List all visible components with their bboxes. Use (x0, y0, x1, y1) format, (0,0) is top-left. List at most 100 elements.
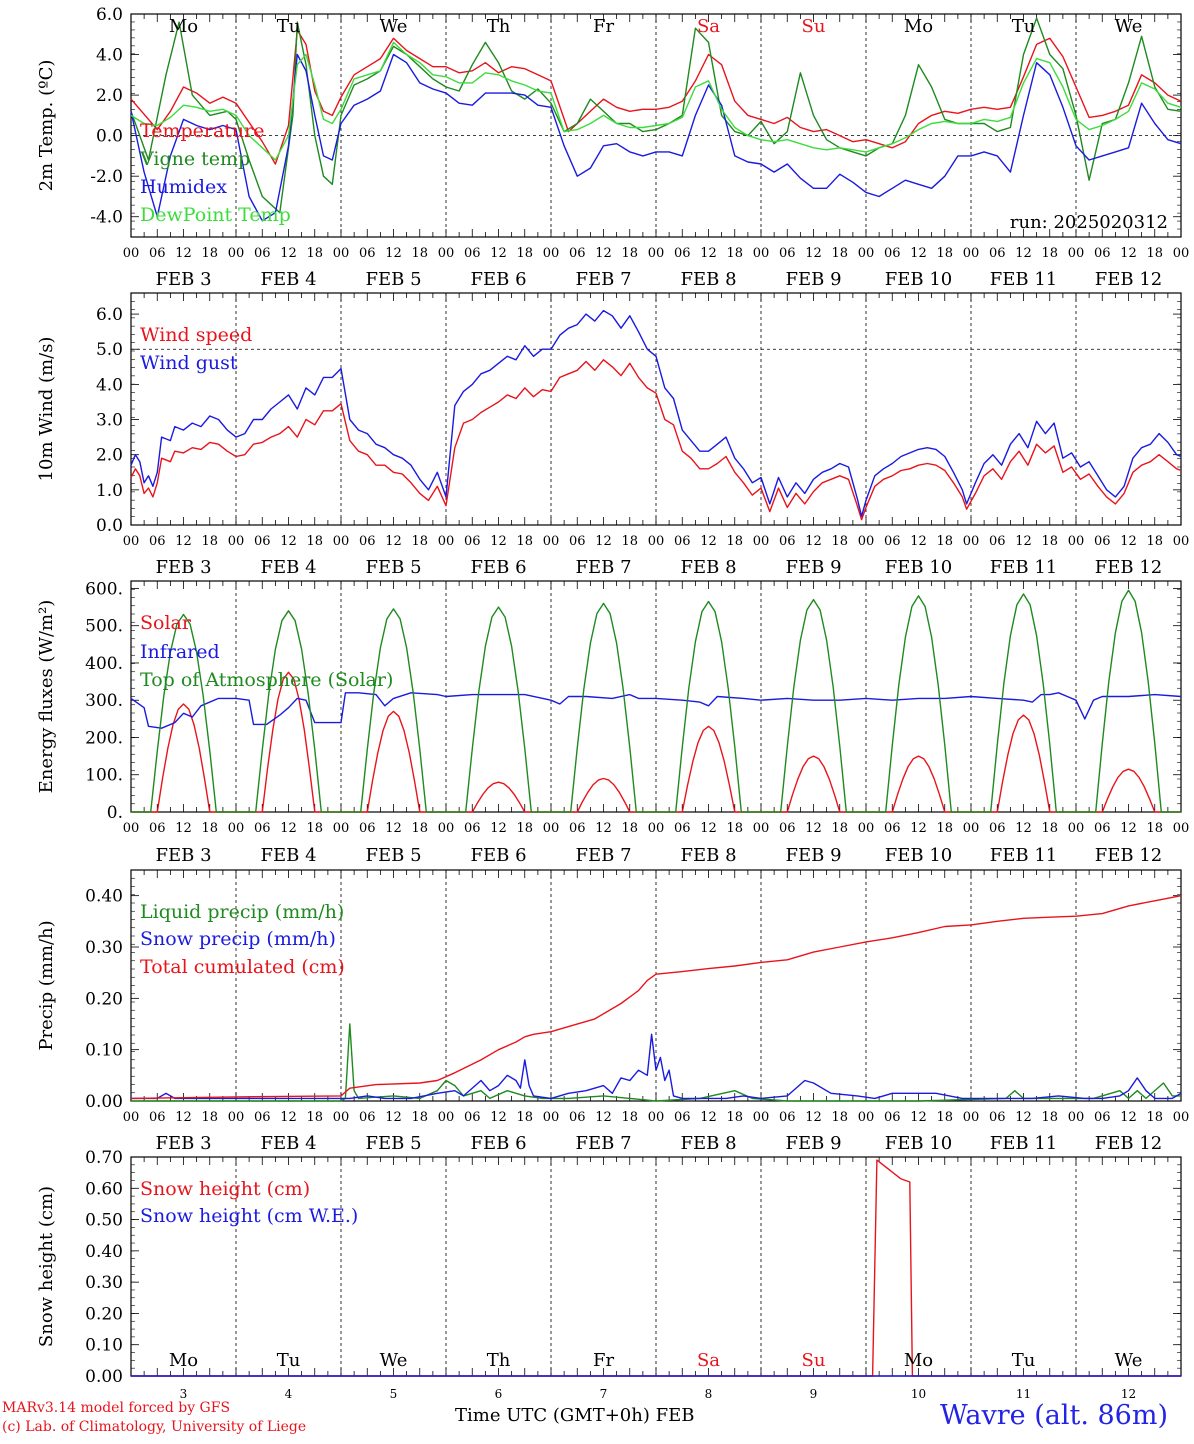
hour-label: 18 (201, 821, 218, 836)
hour-label: 12 (490, 534, 507, 549)
hour-label: 00 (333, 246, 350, 261)
x-axis-month: FEB (655, 1405, 695, 1426)
hour-label: 00 (648, 1110, 665, 1125)
hour-label: 06 (149, 534, 166, 549)
hour-label: 12 (1015, 821, 1032, 836)
hour-label: 00 (1068, 534, 1085, 549)
day-label: FEB 11 (990, 845, 1057, 866)
weekday-label: Tu (277, 1350, 301, 1371)
hour-label: 06 (149, 246, 166, 261)
hour-label: 06 (989, 534, 1006, 549)
hour-label: 12 (910, 534, 927, 549)
hour-label: 12 (700, 821, 717, 836)
hour-label: 00 (228, 246, 245, 261)
hour-label: 18 (306, 821, 323, 836)
hour-label: 00 (963, 246, 980, 261)
hour-label: 06 (674, 534, 691, 549)
y-tick-label: 200. (85, 728, 123, 748)
weekday-label: Mo (169, 1350, 198, 1371)
hour-label: 06 (359, 821, 376, 836)
y-tick-label: 4.0 (96, 375, 123, 395)
hour-label: 12 (1015, 246, 1032, 261)
day-number: 7 (600, 1387, 608, 1401)
hour-label: 06 (1094, 821, 1111, 836)
hour-label: 12 (1120, 246, 1137, 261)
hour-label: 00 (858, 1110, 875, 1125)
hour-label: 00 (1173, 246, 1190, 261)
day-label: FEB 6 (470, 845, 526, 866)
day-label: FEB 4 (260, 269, 316, 290)
weekday-label: We (1115, 16, 1143, 37)
weekday-label: We (380, 16, 408, 37)
hour-label: 00 (543, 246, 560, 261)
hour-label: 00 (753, 821, 770, 836)
hour-label: 18 (306, 246, 323, 261)
y-tick-label: 0.00 (85, 1367, 123, 1387)
weekday-label: We (380, 1350, 408, 1371)
run-label: run: 2025020312 (1010, 212, 1168, 233)
legend-entry: Temperature (140, 120, 264, 142)
hour-label: 18 (201, 246, 218, 261)
legend-entry: Snow height (cm) (140, 1178, 310, 1200)
y-tick-label: 400. (85, 654, 123, 674)
day-label: FEB 3 (155, 557, 211, 578)
hour-label: 06 (1094, 534, 1111, 549)
hour-label: 12 (595, 1110, 612, 1125)
hour-label: 00 (1173, 1110, 1190, 1125)
hour-label: 12 (280, 246, 297, 261)
hour-label: 12 (1015, 1110, 1032, 1125)
y-tick-label: 100. (85, 766, 123, 786)
day-label: FEB 6 (470, 1133, 526, 1154)
hour-label: 00 (228, 821, 245, 836)
day-label: FEB 9 (785, 557, 841, 578)
hour-label: 12 (595, 534, 612, 549)
weekday-label: Su (802, 1350, 826, 1371)
hour-label: 00 (1173, 534, 1190, 549)
hour-label: 00 (123, 1110, 140, 1125)
hour-label: 12 (805, 534, 822, 549)
hour-label: 12 (805, 246, 822, 261)
hour-label: 12 (595, 821, 612, 836)
hour-label: 18 (516, 534, 533, 549)
hour-label: 18 (726, 534, 743, 549)
hour-label: 00 (753, 1110, 770, 1125)
hour-label: 06 (1094, 246, 1111, 261)
hour-label: 06 (674, 1110, 691, 1125)
hour-label: 12 (280, 821, 297, 836)
hour-label: 18 (621, 821, 638, 836)
hour-label: 18 (516, 246, 533, 261)
weekday-label: Sa (697, 16, 720, 37)
hour-label: 18 (621, 1110, 638, 1125)
hour-label: 00 (333, 534, 350, 549)
hour-label: 18 (1146, 1110, 1163, 1125)
hour-label: 00 (858, 534, 875, 549)
day-label: FEB 7 (575, 269, 631, 290)
day-label: FEB 11 (990, 557, 1057, 578)
hour-label: 06 (884, 246, 901, 261)
y-tick-label: 5.0 (96, 340, 123, 360)
hour-label: 00 (543, 1110, 560, 1125)
day-label: FEB 8 (680, 845, 736, 866)
y-tick-label: 6.0 (96, 305, 123, 325)
hour-label: 18 (1146, 534, 1163, 549)
x-axis-label-text: Time UTC (GMT+0h) (455, 1405, 650, 1426)
day-label: FEB 10 (885, 1133, 952, 1154)
hour-label: 06 (779, 246, 796, 261)
weekday-label: Fr (593, 16, 614, 37)
day-number: 5 (390, 1387, 398, 1401)
hour-label: 00 (1068, 1110, 1085, 1125)
legend-entry: Total cumulated (cm) (140, 956, 345, 978)
hour-label: 12 (175, 534, 192, 549)
hour-label: 06 (254, 534, 271, 549)
y-axis-label: Energy fluxes (W/m²) (36, 600, 57, 794)
day-label: FEB 7 (575, 1133, 631, 1154)
weekday-label: Tu (277, 16, 301, 37)
station-name: Wavre (alt. 86m) (940, 1400, 1168, 1431)
series-line (130, 17, 1182, 214)
y-tick-label: 500. (85, 617, 123, 637)
hour-label: 12 (805, 821, 822, 836)
y-axis-label: 10m Wind (m/s) (36, 337, 57, 482)
credit-line-1: MARv3.14 model forced by GFS (2, 1400, 231, 1416)
hour-label: 18 (936, 821, 953, 836)
